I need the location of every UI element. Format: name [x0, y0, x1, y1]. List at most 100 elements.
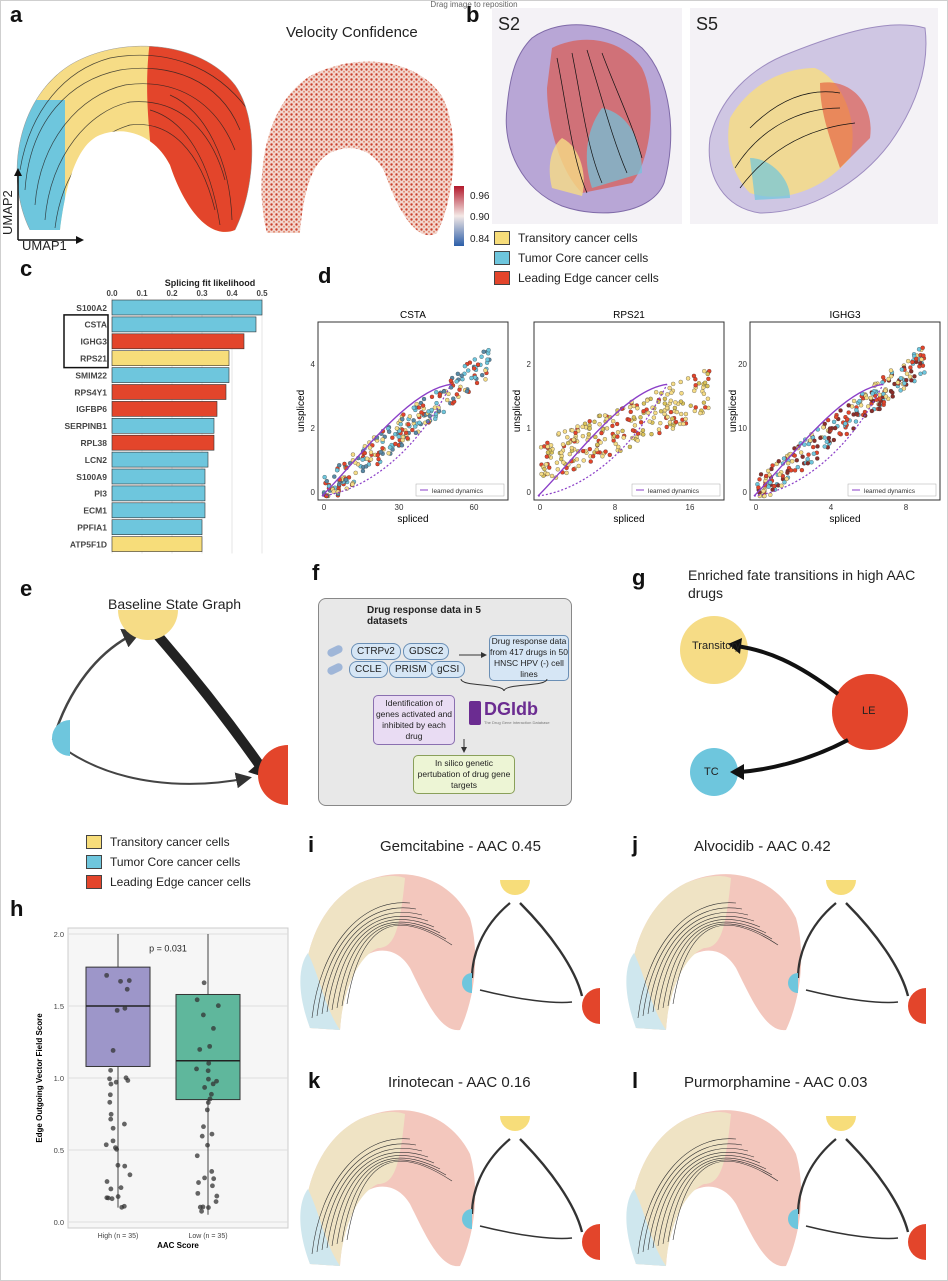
panel-label-l: l	[632, 1068, 639, 1093]
cell-point	[602, 413, 608, 418]
fate-transitions-title: Enriched fate transitions in high AAC dr…	[688, 567, 916, 601]
category-label: ATP5F1D	[70, 539, 107, 549]
transitory-node	[500, 880, 530, 895]
cell-point	[821, 425, 826, 430]
bar-pi3	[111, 485, 206, 502]
cell-point	[559, 456, 564, 462]
data-point	[122, 1163, 128, 1169]
cell-point	[881, 375, 886, 380]
data-point	[201, 1124, 206, 1130]
cell-point	[433, 416, 438, 422]
cell-point	[827, 426, 833, 431]
cell-point	[403, 430, 409, 436]
cell-point	[764, 473, 769, 479]
category-label: IGHG3	[81, 337, 108, 347]
cell-point	[805, 461, 810, 466]
cell-point	[466, 368, 471, 373]
cell-point	[854, 407, 859, 413]
bar-rps4y1	[111, 384, 227, 400]
cell-point	[413, 424, 418, 429]
transitory-node	[500, 1116, 530, 1131]
cell-point	[545, 444, 550, 449]
cell-point	[681, 421, 686, 427]
cell-point	[910, 359, 915, 365]
phase-portrait-csta: CSTA learned dynamics 0 30 60 0 2 4 spliced unspl…	[296, 310, 509, 525]
title-gemcitabine: Gemcitabine - AAC 0.45	[380, 838, 541, 855]
cell-point	[603, 449, 608, 454]
stream-line	[672, 924, 779, 1005]
cell-point	[831, 437, 836, 443]
cell-point	[554, 460, 560, 465]
y-axis-label: unspliced	[512, 390, 523, 432]
cell-point	[799, 468, 805, 473]
data-point	[206, 1060, 212, 1066]
cell-point	[864, 395, 869, 401]
data-point	[210, 1183, 215, 1189]
cell-point	[883, 388, 888, 393]
cell-point	[544, 454, 549, 459]
data-point	[108, 1067, 114, 1073]
cell-point	[906, 358, 911, 364]
fate-transition-graph	[680, 616, 908, 796]
cell-point	[570, 428, 575, 433]
cell-point	[656, 427, 662, 432]
cell-point	[809, 460, 814, 465]
data-point	[122, 1005, 128, 1011]
dataset-gdsc2: GDSC2	[403, 643, 450, 660]
cell-point	[414, 401, 419, 407]
legend-swatch-transitory-b	[86, 835, 102, 849]
cell-point	[909, 369, 914, 374]
cell-point	[483, 368, 488, 373]
cell-point	[627, 417, 632, 422]
tissue-s2-drawing	[505, 24, 672, 214]
data-point	[103, 1142, 109, 1148]
stream-line	[652, 1152, 755, 1249]
cell-point	[469, 375, 474, 381]
cell-point	[805, 456, 810, 462]
stream-line	[672, 1160, 779, 1241]
drug-graph-i	[462, 880, 600, 1024]
cell-point	[692, 408, 697, 414]
cell-point	[334, 468, 340, 473]
portrait-title: IGHG3	[829, 310, 861, 321]
cell-point	[446, 391, 451, 397]
umap-axis-y-label: UMAP2	[0, 190, 15, 235]
cell-point	[693, 405, 698, 410]
data-point	[209, 1131, 215, 1137]
cell-point	[545, 471, 550, 477]
cell-point	[425, 419, 431, 424]
category-label: RPL38	[81, 438, 108, 448]
cell-point	[459, 373, 464, 378]
cell-point	[483, 377, 488, 382]
cell-point	[679, 411, 684, 417]
cell-point	[594, 447, 599, 452]
edge-score-boxplot: 0.0 0.5 1.0 1.5 2.0 High (n = 35) Low (n = 35)…	[35, 927, 289, 1250]
cell-point	[448, 378, 454, 383]
cell-point	[368, 457, 374, 462]
node-label-tc: TC	[704, 766, 719, 778]
top-note: Drag image to reposition	[430, 0, 518, 9]
cell-point	[590, 454, 596, 459]
cell-point	[615, 430, 621, 435]
cell-point	[400, 434, 406, 440]
cell-point	[475, 362, 481, 367]
cell-point	[615, 434, 620, 439]
tissue-s5-drawing	[708, 24, 927, 214]
y-tick-label: 0.0	[54, 1218, 64, 1227]
dgidb-logo-text: DGIdb	[484, 699, 538, 719]
cell-point	[678, 399, 684, 404]
cell-point	[895, 380, 900, 385]
dgidb-logo-mark	[469, 701, 481, 725]
cell-point	[640, 428, 646, 433]
cell-point	[858, 403, 864, 408]
legend-item-tumor-core: Tumor Core cancer cells	[494, 248, 659, 268]
cell-point	[702, 369, 707, 374]
cell-point	[607, 452, 612, 458]
cell-point	[434, 390, 439, 395]
data-point	[194, 997, 200, 1003]
highlight-box	[63, 314, 109, 369]
cell-point	[918, 361, 923, 366]
cell-point	[421, 396, 427, 402]
tumor-core-node	[462, 973, 472, 993]
cell-point	[627, 404, 633, 410]
